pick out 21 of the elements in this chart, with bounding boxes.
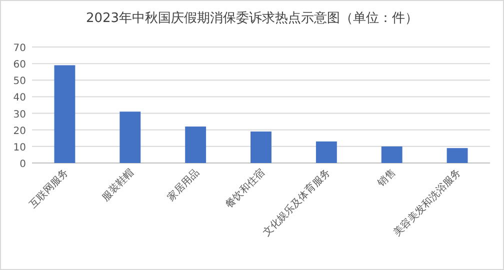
- bar: [316, 141, 337, 163]
- x-tick-label: 互联网服务: [26, 166, 71, 210]
- x-tick-label: 服装鞋帽: [99, 166, 136, 204]
- y-tick-label: 60: [13, 60, 26, 71]
- x-tick-label: 家居用品: [164, 166, 202, 204]
- x-tick-label: 销售: [374, 166, 398, 190]
- y-tick-label: 30: [13, 109, 26, 120]
- bar: [185, 126, 206, 163]
- y-tick-label: 0: [20, 159, 26, 170]
- y-tick-label: 50: [13, 76, 26, 88]
- bar: [54, 65, 76, 163]
- y-tick-label: 20: [13, 126, 26, 137]
- y-tick-label: 40: [13, 92, 26, 104]
- bar: [446, 148, 468, 163]
- y-tick-label: 10: [13, 142, 26, 154]
- bar: [381, 146, 402, 163]
- chart-title: 2023年中秋国庆假期消保委诉求热点示意图（单位：件）: [86, 11, 418, 26]
- bar: [120, 112, 141, 163]
- bar: [250, 132, 272, 163]
- x-tick-label: 餐饮和住宿: [223, 166, 268, 210]
- y-tick-label: 70: [13, 43, 26, 54]
